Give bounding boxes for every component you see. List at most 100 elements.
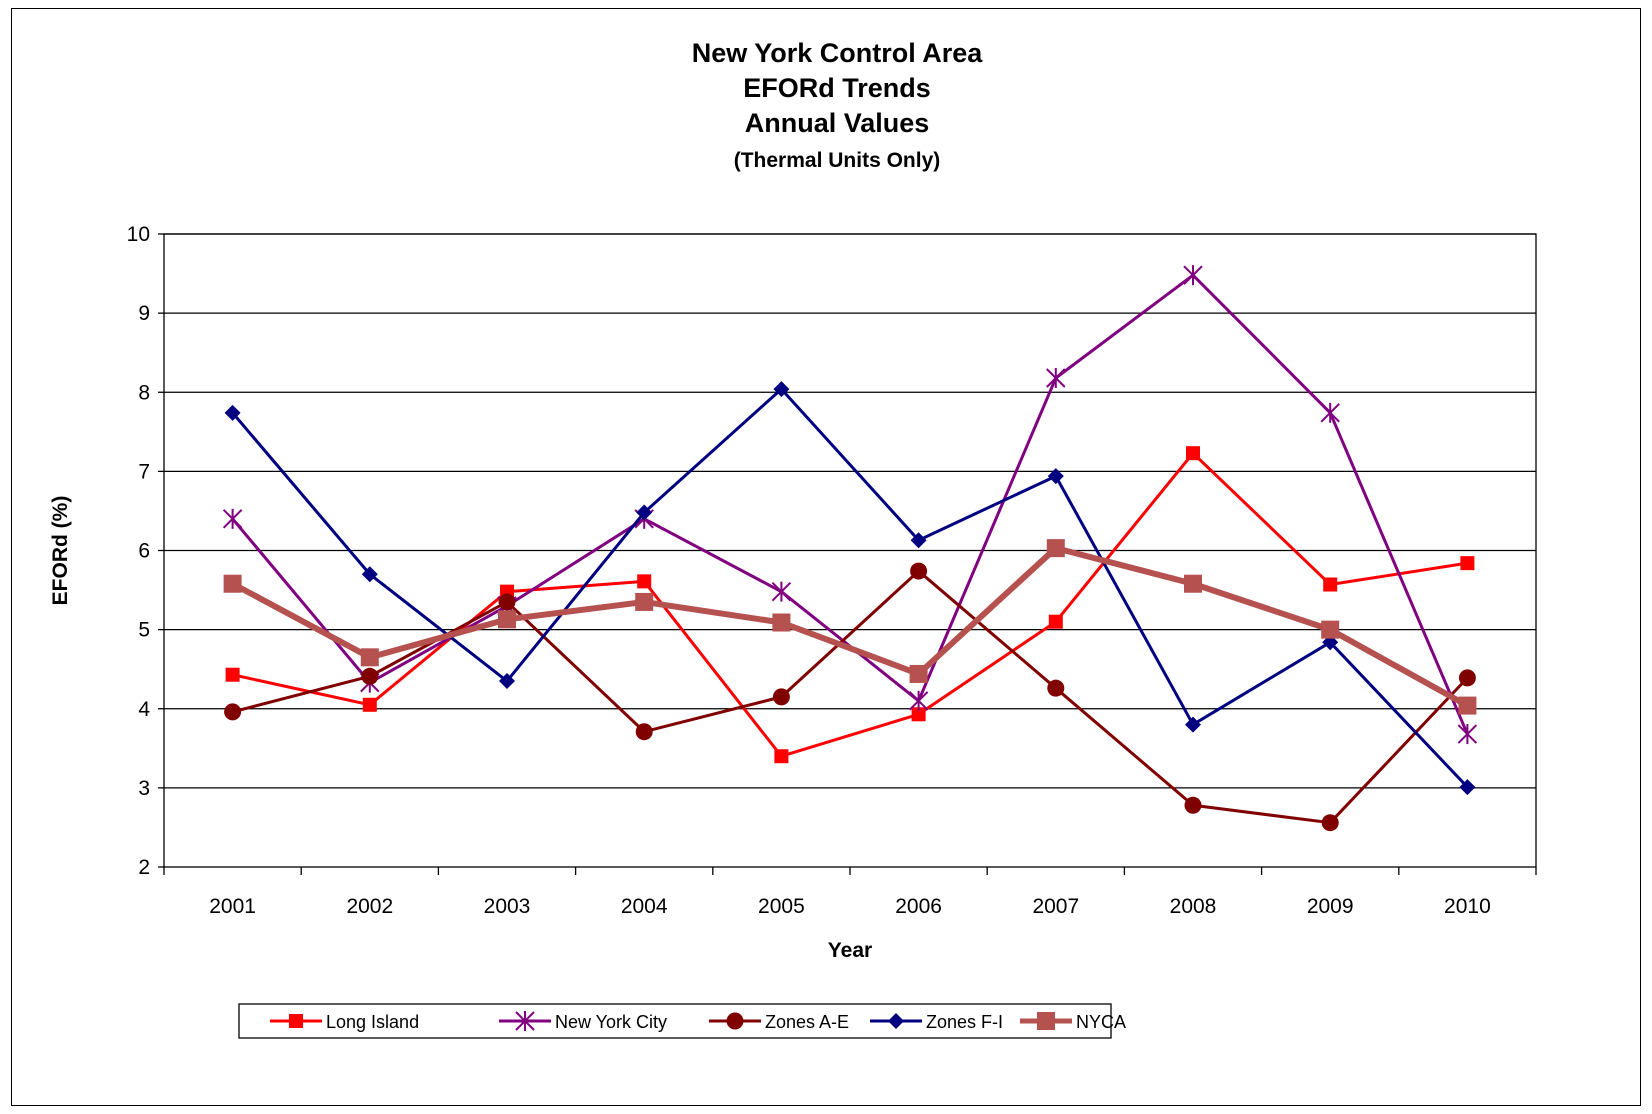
data-point-zones-a-e-2006 [910,562,928,580]
x-tick-label-2008: 2008 [1170,895,1217,918]
data-point-long-island-2002 [362,697,377,712]
data-point-long-island-2005 [774,749,789,764]
data-point-zones-f-i-2003 [499,673,515,690]
data-point-zones-f-i-2010 [1459,779,1476,796]
x-tick-label-2005: 2005 [758,895,805,918]
data-point-long-island-2008 [1186,446,1200,461]
x-tick-label-2009: 2009 [1307,895,1354,918]
series-line-zones-f-i [231,387,1469,789]
series-long-island [225,446,1475,764]
y-axis-title: EFORd (%) [49,496,72,606]
y-tick-label-7: 7 [138,460,150,483]
legend-label-zones-f-i: Zones F-I [926,1012,1003,1032]
data-point-zones-a-e-2010 [1458,669,1476,687]
series-nyca [223,539,1477,715]
data-point-new-york-city-2006 [908,690,929,711]
chart-frame: New York Control Area EFORd Trends Annual … [11,8,1641,1106]
data-point-zones-a-e-2008 [1184,796,1202,814]
y-tick-label-3: 3 [138,777,150,800]
chart-title-line-3: Annual Values [745,108,930,138]
data-point-new-york-city-2008 [1183,265,1203,286]
data-point-zones-a-e-2003 [498,593,516,611]
legend-item-zones-f-i: Zones F-I [870,1012,1003,1032]
data-point-zones-f-i-2008 [1185,716,1201,733]
chart-title-line-1: New York Control Area [692,38,984,68]
data-point-new-york-city-2009 [1320,402,1340,423]
series-line-zones-a-e [232,569,1469,825]
y-tick-label-4: 4 [138,698,150,721]
data-point-zones-a-e-2002 [361,667,379,685]
gridlines [164,233,1536,789]
data-point-zones-a-e-2007 [1047,679,1065,697]
data-point-nyca-2003 [498,610,516,629]
y-tick-label-2: 2 [138,856,150,879]
data-point-zones-f-i-2007 [1047,468,1064,485]
legend-marker-long-island [289,1014,303,1028]
chart-title-line-2: EFORd Trends [743,73,931,103]
x-tick-label-2010: 2010 [1444,895,1491,918]
data-point-zones-f-i-2004 [636,504,653,521]
data-point-long-island-2009 [1323,577,1338,592]
x-tick-label-2003: 2003 [484,895,531,918]
data-point-long-island-2007 [1048,614,1063,629]
data-point-zones-a-e-2004 [635,723,653,741]
data-point-zones-f-i-2006 [910,532,927,549]
y-tick-label-8: 8 [138,381,150,404]
data-point-nyca-2009 [1321,620,1340,639]
data-point-zones-f-i-2005 [773,381,790,398]
chart-svg: New York Control Area EFORd Trends Annual … [49,38,1537,1039]
y-tick-label-10: 10 [127,223,150,246]
legend-marker-new-york-city [515,1011,535,1031]
series-line-nyca [231,545,1469,709]
legend-marker-zones-f-i [888,1013,904,1029]
legend-label-nyca: NYCA [1076,1012,1126,1032]
legend-marker-zones-a-e [726,1012,744,1030]
data-point-long-island-2001 [225,667,240,682]
data-point-zones-a-e-2009 [1321,814,1339,832]
data-point-nyca-2008 [1184,574,1202,593]
legend-box [238,1003,1112,1039]
y-tick-label-6: 6 [138,540,150,563]
data-point-nyca-2001 [223,574,242,593]
axes: 2 3 4 5 6 7 8 9 10 2001 2002 2003 2004 2005 2006 2007 20… [49,223,1537,962]
data-point-nyca-2007 [1046,539,1065,558]
x-tick-label-2001: 2001 [209,895,256,918]
data-point-new-york-city-2005 [771,581,792,602]
legend-item-new-york-city: New York City [499,1011,667,1032]
data-point-new-york-city-2010 [1457,724,1478,745]
legend-label-zones-a-e: Zones A-E [765,1012,849,1032]
legend-label-new-york-city: New York City [555,1012,667,1032]
data-point-nyca-2010 [1458,696,1477,715]
data-point-nyca-2002 [360,648,379,667]
series-zones-a-e [224,562,1476,832]
x-tick-label-2004: 2004 [621,895,668,918]
legend-label-long-island: Long Island [326,1012,419,1032]
data-point-long-island-2010 [1460,556,1475,571]
data-point-nyca-2005 [772,613,791,632]
data-point-long-island-2006 [911,707,926,722]
y-tick-label-9: 9 [138,302,150,325]
data-point-new-york-city-2001 [222,508,243,529]
chart-titles: New York Control Area EFORd Trends Annual … [692,38,984,172]
series-line-long-island [232,451,1468,758]
x-tick-label-2006: 2006 [895,895,942,918]
data-point-zones-f-i-2001 [224,404,241,421]
data-point-nyca-2004 [635,592,654,611]
data-point-zones-f-i-2002 [361,566,378,583]
data-point-zones-a-e-2001 [224,703,242,721]
x-tick-label-2002: 2002 [346,895,393,918]
series-zones-f-i [224,381,1476,796]
data-point-zones-a-e-2005 [772,688,790,706]
series-layer [222,265,1478,832]
chart-subtitle: (Thermal Units Only) [734,149,941,172]
data-point-long-island-2004 [637,574,652,589]
y-tick-label-5: 5 [138,619,150,642]
legend: Long Island New York City Zones A-E Zones F… [238,1003,1126,1039]
data-point-nyca-2006 [909,664,928,683]
x-axis-title: Year [828,939,872,962]
x-tick-label-2007: 2007 [1032,895,1079,918]
legend-item-nyca: NYCA [1020,1012,1126,1032]
data-point-new-york-city-2007 [1046,368,1066,389]
legend-item-long-island: Long Island [270,1012,419,1032]
legend-marker-nyca [1037,1012,1055,1030]
